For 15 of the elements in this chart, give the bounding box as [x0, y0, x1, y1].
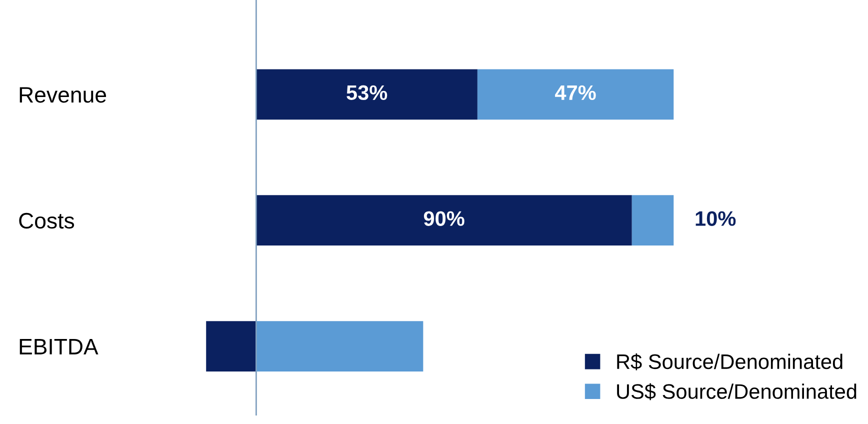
data-label: 47%: [555, 85, 596, 100]
data-label: 53%: [346, 85, 388, 100]
y-tick-label: EBITDA: [20, 339, 98, 354]
y-tick-label: Costs: [19, 212, 74, 229]
data-label: 90%: [424, 211, 464, 226]
bar: [206, 321, 256, 372]
bar: [256, 195, 632, 246]
bar: [256, 321, 424, 372]
data-label: 10%: [696, 211, 736, 226]
y-tick-label: Revenue: [20, 87, 106, 103]
legend-label: US$ Source/Denominated: [617, 383, 856, 400]
bar: [632, 195, 674, 246]
legend-label: R$ Source/Denominated: [617, 353, 842, 370]
bar: [256, 69, 478, 120]
bar: [477, 69, 674, 120]
